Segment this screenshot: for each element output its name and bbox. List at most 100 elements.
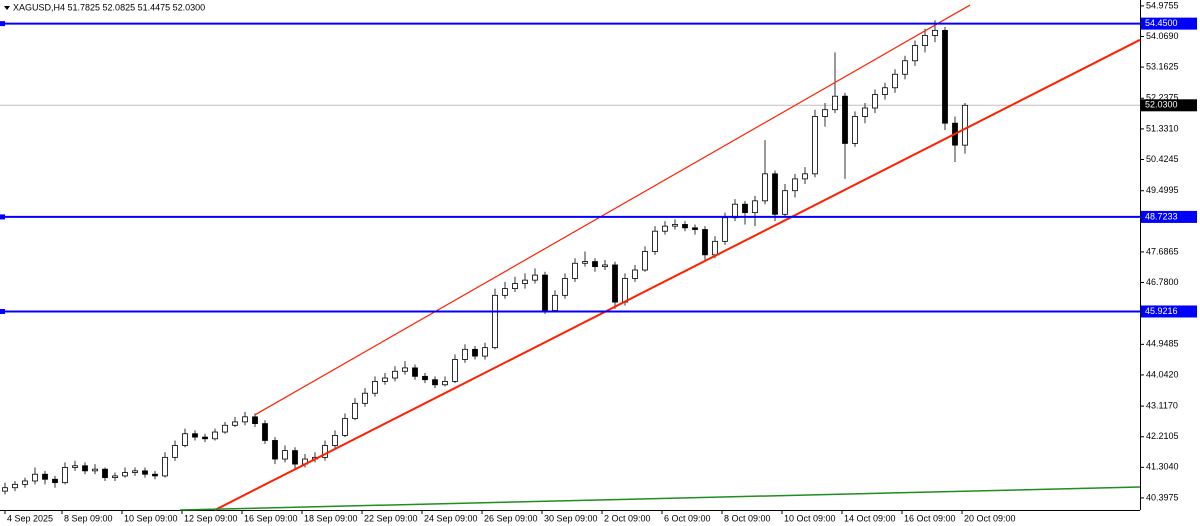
candle-body: [562, 278, 568, 296]
candle-body: [362, 392, 368, 404]
candle-body: [722, 217, 728, 242]
candle-body: [542, 274, 548, 311]
trendline: [214, 38, 1141, 511]
candle-body: [822, 109, 828, 117]
candle-body: [932, 29, 938, 36]
candle-body: [472, 348, 478, 357]
candle-body: [612, 264, 618, 303]
x-tick-label: 10 Sep 09:00: [124, 513, 178, 523]
candle-body: [12, 483, 18, 489]
candle-body: [82, 465, 88, 472]
candle-body: [812, 116, 818, 175]
candle-body: [152, 473, 158, 477]
candle-body: [452, 359, 458, 382]
level-label-bg: [1141, 17, 1197, 30]
candle-body: [52, 478, 58, 484]
candle-body: [112, 475, 118, 478]
x-tick-label: 24 Sep 09:00: [424, 513, 478, 523]
level-label-bg: [1141, 210, 1197, 223]
candle-body: [602, 264, 608, 268]
candle-body: [122, 472, 128, 477]
y-tick-label: 46.7800: [1146, 277, 1179, 287]
candle-body: [382, 377, 388, 382]
candle-body: [892, 73, 898, 89]
candle-body: [92, 468, 98, 472]
y-tick-label: 49.4995: [1146, 185, 1179, 195]
candle-body: [322, 445, 328, 458]
candle-body: [422, 375, 428, 381]
candle-body: [852, 116, 858, 144]
level-anchor: [0, 21, 5, 27]
y-tick-label: 54.9755: [1146, 0, 1179, 10]
y-tick-label: 51.3310: [1146, 123, 1179, 133]
candle-body: [842, 95, 848, 144]
candle-body: [432, 379, 438, 386]
candle-body: [872, 94, 878, 109]
x-tick-label: 26 Sep 09:00: [484, 513, 538, 523]
candle-body: [632, 269, 638, 279]
x-tick-label: 20 Oct 09:00: [964, 513, 1016, 523]
candle-body: [552, 294, 558, 311]
candle-body: [2, 487, 8, 492]
y-tick-label: 54.0690: [1146, 31, 1179, 41]
candle-body: [262, 423, 268, 441]
candle-body: [42, 473, 48, 480]
x-tick-label: 16 Oct 09:00: [904, 513, 956, 523]
candle-body: [462, 348, 468, 360]
candle-body: [282, 450, 288, 460]
candle-body: [402, 367, 408, 372]
candle-body: [172, 445, 178, 458]
candle-body: [72, 465, 78, 468]
candle-body: [742, 203, 748, 214]
candle-body: [202, 436, 208, 440]
candle-body: [512, 283, 518, 289]
candle-body: [252, 416, 258, 424]
candle-body: [62, 467, 68, 484]
menu-arrow[interactable]: [4, 6, 10, 10]
chart-title: XAGUSD,H4 51.7825 52.0825 51.4475 52.030…: [13, 2, 205, 12]
x-tick-label: 18 Sep 09:00: [304, 513, 358, 523]
candle-body: [862, 107, 868, 117]
x-tick-label: 16 Sep 09:00: [244, 513, 298, 523]
y-tick-label: 53.1625: [1146, 61, 1179, 71]
candle-body: [182, 433, 188, 446]
candle-body: [942, 29, 948, 124]
candle-body: [482, 347, 488, 357]
candle-body: [712, 240, 718, 256]
candle-body: [582, 261, 588, 264]
candle-body: [642, 251, 648, 271]
x-tick-label: 6 Oct 09:00: [664, 513, 711, 523]
x-tick-label: 8 Oct 09:00: [724, 513, 771, 523]
level-label: 54.4500: [1145, 18, 1178, 28]
candle-body: [672, 224, 678, 227]
candle-body: [762, 173, 768, 202]
candle-body: [342, 418, 348, 436]
candle-body: [492, 294, 498, 349]
x-tick-label: 2 Oct 09:00: [604, 513, 651, 523]
candle-body: [682, 224, 688, 229]
candle-body: [802, 173, 808, 180]
candle-body: [912, 45, 918, 62]
candle-body: [232, 421, 238, 426]
candle-body: [352, 402, 358, 419]
candle-body: [882, 87, 888, 95]
candle-body: [922, 35, 928, 46]
level-anchor: [0, 214, 5, 220]
candle-body: [692, 227, 698, 230]
x-tick-label: 14 Oct 09:00: [844, 513, 896, 523]
candle-body: [592, 261, 598, 268]
level-label: 48.7233: [1145, 211, 1178, 221]
candle-body: [772, 173, 778, 215]
x-tick-label: 10 Oct 09:00: [784, 513, 836, 523]
y-tick-label: 44.0420: [1146, 369, 1179, 379]
candle-body: [292, 450, 298, 465]
candle-body: [242, 416, 248, 423]
candle-body: [662, 225, 668, 232]
candle-body: [752, 200, 758, 214]
candle-body: [392, 370, 398, 379]
level-label: 45.9216: [1145, 306, 1178, 316]
candle-body: [412, 367, 418, 377]
current-price-label: 52.0300: [1145, 100, 1178, 110]
x-tick-label: 30 Sep 09:00: [544, 513, 598, 523]
y-tick-label: 44.9485: [1146, 339, 1179, 349]
